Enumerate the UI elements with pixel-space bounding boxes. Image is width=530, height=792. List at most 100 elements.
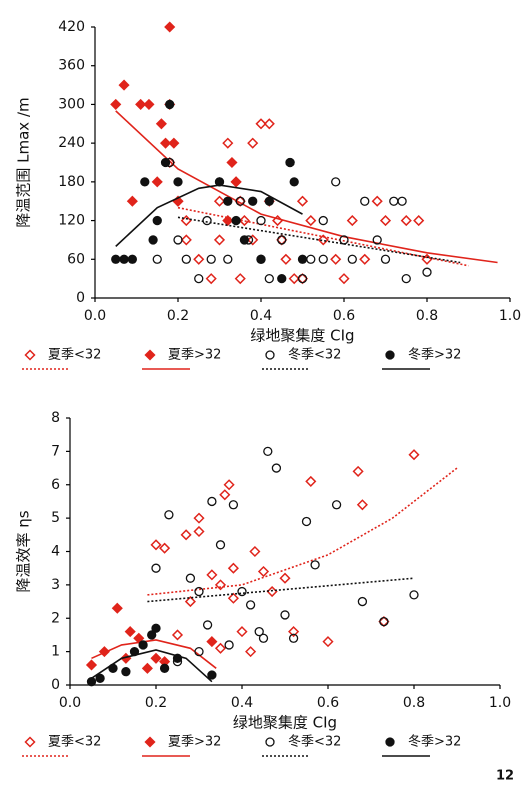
point <box>202 215 212 226</box>
point <box>360 196 370 206</box>
point <box>310 560 320 570</box>
y-tick-label: 180 <box>58 174 85 190</box>
x-tick-label: 0.4 <box>231 695 253 711</box>
y-tick-label: 360 <box>58 58 85 74</box>
point <box>173 235 183 245</box>
point <box>159 542 171 554</box>
point <box>111 602 123 614</box>
point <box>205 273 217 285</box>
point <box>338 273 350 285</box>
point <box>214 642 227 654</box>
trend-line <box>115 110 498 264</box>
point <box>352 465 364 477</box>
legend-label: 夏季<32 <box>48 735 101 750</box>
point <box>150 652 162 664</box>
point <box>227 562 239 574</box>
legend-label: 夏季<32 <box>48 348 101 363</box>
point <box>207 670 217 680</box>
y-tick-label: 3 <box>51 577 60 593</box>
point <box>254 626 264 637</box>
point <box>135 98 147 110</box>
point <box>264 196 274 206</box>
point <box>85 659 98 671</box>
y-tick-label: 8 <box>51 410 60 426</box>
point <box>223 479 235 491</box>
point <box>245 646 257 658</box>
point <box>140 177 150 187</box>
legend-label: 冬季>32 <box>408 734 461 750</box>
point <box>239 235 250 245</box>
point <box>249 545 261 558</box>
point <box>346 215 358 227</box>
point <box>280 253 292 265</box>
x-axis-label: 绿地聚集度 CIg <box>250 327 354 345</box>
x-tick-label: 0.0 <box>84 308 106 324</box>
point <box>235 196 245 206</box>
point <box>408 449 420 461</box>
point <box>297 273 308 284</box>
legend-label: 夏季>32 <box>168 735 221 750</box>
point <box>397 196 407 206</box>
point <box>237 586 247 597</box>
point <box>138 640 148 650</box>
point <box>400 215 412 227</box>
point <box>318 215 328 226</box>
legend-marker <box>144 736 156 748</box>
point <box>151 623 161 633</box>
point <box>380 254 391 264</box>
point <box>164 21 176 33</box>
point <box>119 254 129 264</box>
point <box>280 610 290 620</box>
point <box>322 636 334 648</box>
point <box>297 254 308 264</box>
point <box>86 677 97 687</box>
x-tick-label: 0.0 <box>59 695 81 711</box>
point <box>356 499 368 511</box>
point <box>165 99 175 110</box>
x-tick-label: 0.2 <box>167 308 189 324</box>
point <box>279 572 291 584</box>
y-tick-label: 420 <box>58 19 85 35</box>
point <box>219 489 231 501</box>
point <box>171 629 184 641</box>
point <box>379 215 392 227</box>
point <box>95 673 105 683</box>
point <box>147 630 157 640</box>
point <box>180 215 192 227</box>
point <box>231 215 241 226</box>
point <box>121 667 131 677</box>
y-tick-label: 300 <box>58 96 85 112</box>
point <box>256 215 266 226</box>
legend-marker <box>265 737 275 747</box>
legend-marker <box>144 349 156 361</box>
point <box>151 176 163 188</box>
point <box>193 253 205 265</box>
point <box>263 446 273 457</box>
point <box>207 496 217 507</box>
point <box>206 569 218 581</box>
x-tick-label: 1.0 <box>489 695 511 711</box>
point <box>126 195 138 207</box>
legend-label: 冬季<32 <box>288 347 341 363</box>
point <box>173 177 183 187</box>
trend-line <box>147 577 415 603</box>
x-tick-label: 0.2 <box>145 695 167 711</box>
point <box>151 563 161 573</box>
point <box>401 273 411 284</box>
point <box>164 510 174 520</box>
point <box>206 254 216 264</box>
point <box>413 215 425 227</box>
point <box>226 156 238 169</box>
point <box>379 616 389 627</box>
legend-marker <box>265 350 275 360</box>
point <box>317 234 329 246</box>
point <box>222 137 234 149</box>
point <box>357 596 368 607</box>
point <box>118 79 130 91</box>
point <box>371 195 383 207</box>
page-number: 12 <box>496 769 514 784</box>
point <box>181 254 191 264</box>
x-tick-label: 0.6 <box>317 695 339 711</box>
point <box>194 586 204 597</box>
trend-line <box>91 649 213 683</box>
